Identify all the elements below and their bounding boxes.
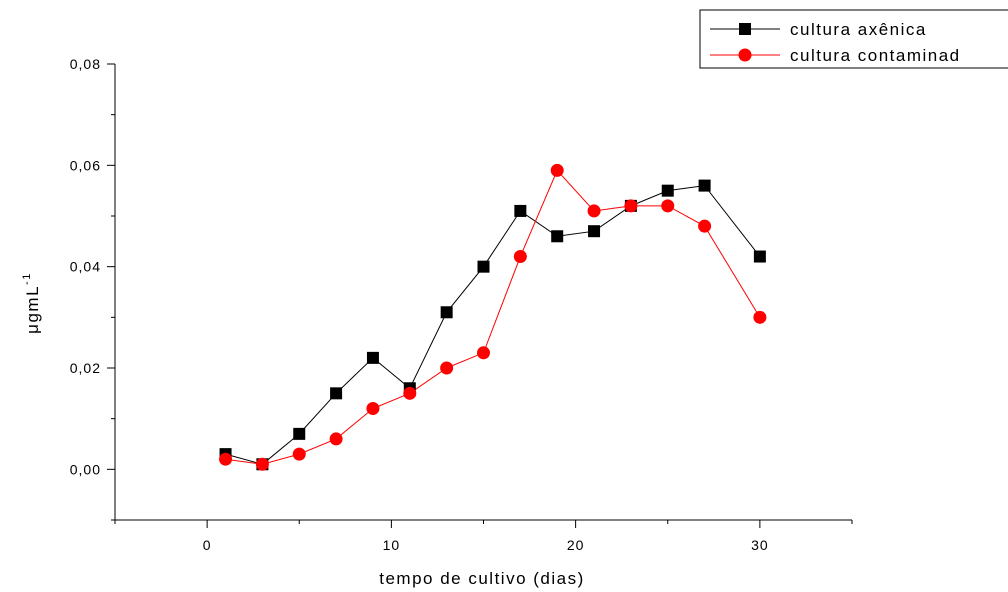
- x-tick-label: 20: [567, 537, 585, 553]
- legend-marker-axenica: [739, 23, 751, 35]
- series-2-point: [661, 199, 675, 213]
- series-1-point: [551, 230, 564, 243]
- y-tick-label: 0,00: [70, 461, 101, 477]
- series-2-point: [550, 163, 564, 177]
- x-axis-ticks: 0 10 20 30: [114, 520, 853, 553]
- series-1-point: [440, 306, 453, 319]
- x-tick-label: 0: [203, 537, 212, 553]
- y-axis-title-superscript: -1: [21, 272, 33, 285]
- y-axis-title-group: μgmL-1: [21, 272, 42, 334]
- series-1-point: [698, 179, 711, 192]
- y-axis-ticks: 0,00 0,02 0,04 0,06 0,08: [70, 56, 115, 521]
- series-2-point: [753, 310, 767, 324]
- y-tick-label: 0,06: [70, 157, 101, 173]
- legend-marker-contaminada: [738, 48, 752, 62]
- series-2-point: [255, 457, 269, 471]
- legend-label-axenica: cultura axênica: [790, 20, 927, 39]
- plot-area: [219, 163, 767, 471]
- y-tick-label: 0,02: [70, 360, 101, 376]
- series-2-point: [440, 361, 454, 375]
- y-tick-label: 0,08: [70, 56, 101, 72]
- series-2-point: [698, 219, 712, 233]
- y-axis-title-text: μgmL: [23, 285, 42, 334]
- series-1-point: [514, 204, 527, 217]
- series-1-point: [330, 387, 343, 400]
- series-2-point: [513, 250, 527, 264]
- series-2-point: [292, 447, 306, 461]
- series-1-point: [753, 250, 766, 263]
- y-tick-label: 0,04: [70, 259, 101, 275]
- series-1-point: [588, 225, 601, 238]
- series-1-point: [293, 427, 306, 440]
- series-2-point: [329, 432, 343, 446]
- legend: cultura axênica cultura contaminad: [699, 9, 1008, 69]
- x-tick-label: 30: [751, 537, 769, 553]
- x-tick-label: 10: [383, 537, 401, 553]
- series-line-2: [225, 169, 761, 465]
- x-axis-title: tempo de cultivo (dias): [379, 569, 585, 588]
- legend-label-contaminada: cultura contaminad: [790, 46, 961, 65]
- series-line-1: [225, 185, 761, 465]
- series-2-point: [587, 204, 601, 218]
- series-2-point: [403, 386, 417, 400]
- series-2-point: [366, 402, 380, 416]
- series-1-point: [477, 260, 490, 273]
- series-1-point: [366, 351, 379, 364]
- series-1-point: [661, 184, 674, 197]
- legend-box: [699, 9, 1008, 69]
- series-2-point: [477, 346, 490, 360]
- series-2-point: [219, 452, 233, 466]
- y-axis-title: μgmL-1: [21, 272, 42, 334]
- series-2-point: [624, 199, 638, 213]
